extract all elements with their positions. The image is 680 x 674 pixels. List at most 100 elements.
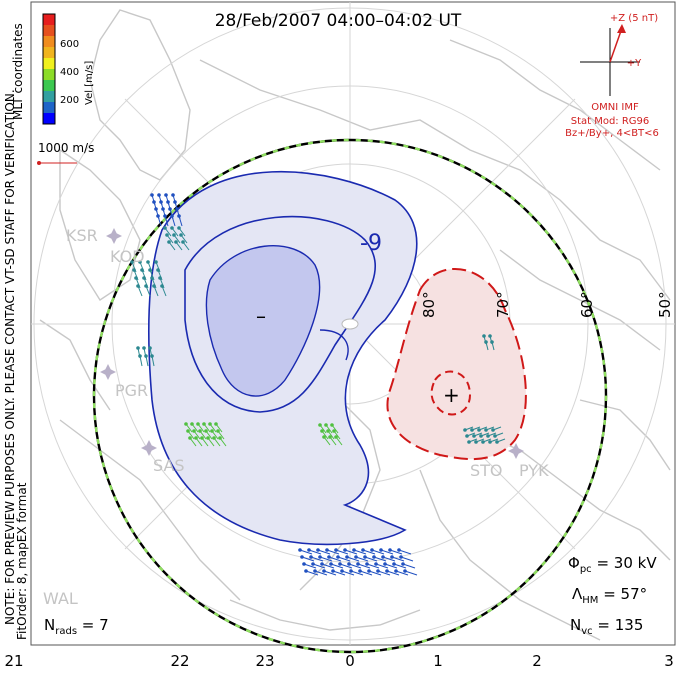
velocity-vector xyxy=(344,549,358,555)
map-title: 28/Feb/2007 04:00–04:02 UT xyxy=(215,11,462,31)
velocity-vector xyxy=(377,570,391,576)
velocity-vector-dot xyxy=(477,428,481,432)
velocity-vector-dot xyxy=(136,284,140,288)
station-marker-pyk xyxy=(508,443,524,459)
velocity-vector-dot xyxy=(212,436,216,440)
velocity-vector-dot xyxy=(327,555,331,559)
velocity-vector-dot xyxy=(157,193,161,197)
velocity-vector xyxy=(308,549,322,555)
velocity-vectors xyxy=(130,193,506,576)
velocity-vector xyxy=(402,563,416,569)
velocity-vector-dot xyxy=(142,346,146,350)
station-label-sas: SAS xyxy=(153,456,185,475)
colorbar-segment xyxy=(43,113,55,124)
velocity-vector-dot xyxy=(322,569,326,573)
velocity-vector-dot xyxy=(163,214,167,218)
velocity-vector xyxy=(346,556,360,562)
velocity-vector-dot xyxy=(356,562,360,566)
velocity-vector-dot xyxy=(148,268,152,272)
velocity-vector xyxy=(404,570,418,576)
velocity-vector-dot xyxy=(134,276,138,280)
velocity-vector-dot xyxy=(482,334,486,338)
mlt-tick-2: 2 xyxy=(532,652,542,670)
station-label-kod: KOD xyxy=(110,247,145,266)
velocity-vector-dot xyxy=(467,440,471,444)
velocity-vector-dot xyxy=(156,268,160,272)
velocity-vector-dot xyxy=(336,555,340,559)
velocity-vector-dot xyxy=(320,429,324,433)
station-label-wal: WAL xyxy=(43,589,78,608)
imf-z-label: +Z (5 nT) xyxy=(610,13,658,24)
velocity-vector-dot xyxy=(298,548,302,552)
velocity-vector-dot xyxy=(144,354,148,358)
velocity-vector xyxy=(398,549,412,555)
velocity-vector-dot xyxy=(177,214,181,218)
velocity-vector-dot xyxy=(184,422,188,426)
velocity-vector-dot xyxy=(146,260,150,264)
velocity-vector-dot xyxy=(156,214,160,218)
velocity-vector-dot xyxy=(172,233,176,237)
velocity-vector-dot xyxy=(367,569,371,573)
velocity-vector-dot xyxy=(204,429,208,433)
velocity-vector-dot xyxy=(202,422,206,426)
velocity-vector xyxy=(319,556,333,562)
velocity-vector-dot xyxy=(490,340,494,344)
colorbar-segment xyxy=(43,14,55,25)
station-marker-pgr xyxy=(100,364,116,380)
velocity-vector xyxy=(303,563,317,569)
preview-watermark: NOTE: FOR PREVIEW PURPOSES ONLY. PLEASE … xyxy=(3,89,17,625)
colorbar-frame xyxy=(42,13,56,125)
imf-clock xyxy=(580,24,640,96)
contour-label-negative: -9 xyxy=(360,231,382,256)
velocity-vector xyxy=(330,563,344,569)
stations xyxy=(100,228,524,459)
velocity-vector-dot xyxy=(214,422,218,426)
velocity-vector-dot xyxy=(349,569,353,573)
velocity-vector-dot xyxy=(324,423,328,427)
colorbar-label: Vel [m/s] xyxy=(84,61,95,105)
velocity-vector xyxy=(382,556,396,562)
station-marker-ksr xyxy=(106,228,122,244)
velocity-vector-dot xyxy=(329,562,333,566)
velocity-vector-dot xyxy=(171,193,175,197)
velocity-vector xyxy=(395,570,409,576)
velocity-vector-dot xyxy=(188,436,192,440)
velocity-vector-dot xyxy=(161,207,165,211)
velocity-vector-dot xyxy=(488,440,492,444)
velocity-vector-dot xyxy=(381,555,385,559)
imf-source: OMNI IMF xyxy=(591,102,639,113)
hm-boundary-dash xyxy=(92,138,608,654)
velocity-vector-dot xyxy=(361,548,365,552)
velocity-vector-dot xyxy=(154,260,158,264)
velocity-vector-dot xyxy=(334,435,338,439)
velocity-vector xyxy=(353,549,367,555)
velocity-vector-dot xyxy=(186,429,190,433)
positive-cell xyxy=(386,267,527,461)
velocity-vector-dot xyxy=(379,548,383,552)
velocity-vector-dot xyxy=(190,422,194,426)
velocity-vector-dot xyxy=(140,268,144,272)
negative-cell xyxy=(148,170,418,546)
velocity-vector-dot xyxy=(401,562,405,566)
velocity-vector xyxy=(337,556,351,562)
velocity-vector-dot xyxy=(370,548,374,552)
velocity-vector xyxy=(362,549,376,555)
velocity-vector xyxy=(323,570,337,576)
imf-y-label: +Y xyxy=(627,58,642,69)
velocity-vector-dot xyxy=(320,562,324,566)
velocity-vector-dot xyxy=(300,555,304,559)
velocity-vector-dot xyxy=(318,555,322,559)
velocity-vector xyxy=(312,563,326,569)
velocity-vector-dot xyxy=(313,569,317,573)
velocity-vector-dot xyxy=(403,569,407,573)
velocity-vector-dot xyxy=(484,340,488,344)
colorbar-segment xyxy=(43,25,55,36)
velocity-vector-dot xyxy=(154,207,158,211)
velocity-vector xyxy=(332,570,346,576)
velocity-vector xyxy=(317,549,331,555)
velocity-vector-dot xyxy=(399,555,403,559)
velocity-vector xyxy=(321,563,335,569)
velocity-vector xyxy=(373,556,387,562)
colorbar-segment xyxy=(43,102,55,113)
